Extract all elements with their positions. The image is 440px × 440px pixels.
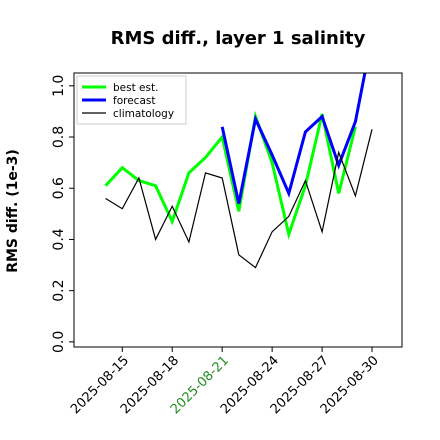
- legend-label-1: forecast: [113, 95, 155, 107]
- series-line-1: [220, 73, 367, 204]
- y-axis: 0.0 0.2 0.4 0.6 0.8 1.0: [51, 75, 74, 353]
- plot-lines: [104, 73, 373, 269]
- legend-label-0: best est.: [113, 82, 158, 94]
- plot-frame: [73, 72, 403, 348]
- y-tick-label: 1.0: [51, 75, 67, 97]
- y-axis-label: RMS diff. (1e-3): [5, 149, 21, 273]
- series-line-0: [104, 110, 357, 240]
- chart-title: RMS diff., layer 1 salinity: [111, 28, 366, 49]
- legend-label-2: climatology: [113, 108, 174, 120]
- x-axis: 2025-08-152025-08-182025-08-212025-08-24…: [68, 347, 382, 417]
- y-tick-label: 0.8: [51, 126, 67, 148]
- y-tick-label: 0.6: [51, 177, 67, 199]
- y-tick-label: 0.0: [51, 331, 67, 353]
- series-line-2: [105, 129, 373, 269]
- y-tick-label: 0.4: [51, 228, 67, 250]
- y-tick-label: 0.2: [51, 280, 67, 302]
